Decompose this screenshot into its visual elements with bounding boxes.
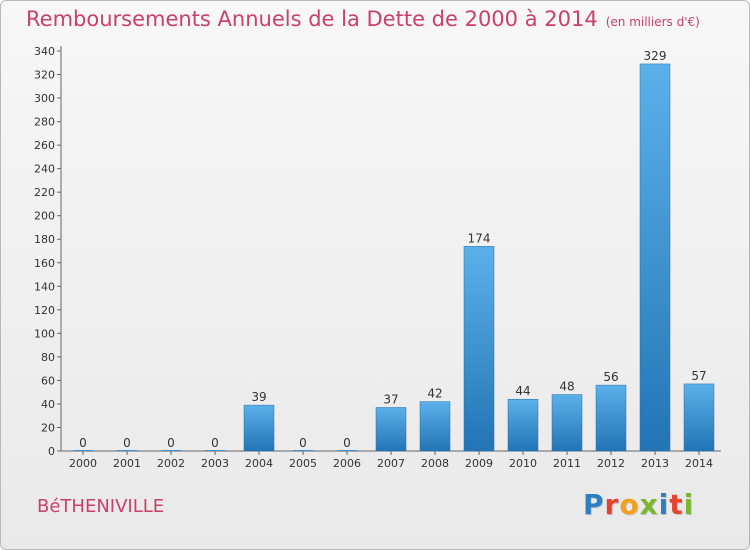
value-label: 48 [559, 380, 574, 394]
logo-letter: i [658, 488, 670, 521]
value-label: 329 [644, 49, 667, 63]
value-label: 0 [79, 436, 87, 450]
x-tick-label: 2008 [421, 457, 449, 470]
bar [507, 398, 539, 452]
logo-letter: x [639, 488, 659, 521]
y-tick-label: 20 [41, 421, 55, 434]
y-tick-label: 140 [34, 280, 55, 293]
x-tick-label: 2001 [113, 457, 141, 470]
value-label: 56 [603, 370, 618, 384]
logo-letter: i [683, 488, 695, 521]
value-label: 174 [468, 231, 491, 245]
title-text: Remboursements Annuels de la Dette de 20… [26, 7, 598, 31]
y-tick-label: 240 [34, 163, 55, 176]
logo-letter: r [604, 488, 620, 521]
y-tick-label: 220 [34, 186, 55, 199]
y-tick-label: 260 [34, 139, 55, 152]
value-label: 0 [123, 436, 131, 450]
y-tick-label: 300 [34, 92, 55, 105]
bars [73, 63, 715, 452]
y-tick-label: 100 [34, 327, 55, 340]
value-label: 0 [211, 436, 219, 450]
x-tick-label: 2003 [201, 457, 229, 470]
chart-title: Remboursements Annuels de la Dette de 20… [26, 7, 700, 31]
value-label: 0 [343, 436, 351, 450]
y-tick-label: 340 [34, 45, 55, 58]
y-tick-label: 0 [48, 445, 55, 458]
bar [595, 384, 627, 452]
x-tick-label: 2006 [333, 457, 361, 470]
x-tick-label: 2010 [509, 457, 537, 470]
y-tick-label: 160 [34, 257, 55, 270]
bar [683, 383, 715, 452]
value-label: 39 [251, 390, 266, 404]
value-label: 0 [299, 436, 307, 450]
x-tick-label: 2005 [289, 457, 317, 470]
bar [419, 401, 451, 452]
x-tick-label: 2012 [597, 457, 625, 470]
bar [551, 394, 583, 452]
value-label: 42 [427, 387, 442, 401]
value-label: 44 [515, 384, 530, 398]
bar [375, 407, 407, 452]
labels: 2000 0 2001 0 2002 0 2003 0 2004 39 2005 0 2006 0 2007… [69, 49, 713, 470]
logo-letter: o [619, 488, 640, 521]
y-tick-label: 200 [34, 210, 55, 223]
x-tick-label: 2009 [465, 457, 493, 470]
y-tick-label: 180 [34, 233, 55, 246]
bar [463, 246, 495, 452]
proxiti-logo[interactable]: Proxiti [583, 488, 694, 521]
value-label: 57 [691, 369, 706, 383]
y-tick-label: 80 [41, 351, 55, 364]
y-tick-label: 120 [34, 304, 55, 317]
x-tick-label: 2000 [69, 457, 97, 470]
unit-note: (en milliers d'€) [605, 15, 700, 29]
y-tick-label: 320 [34, 69, 55, 82]
x-tick-label: 2002 [157, 457, 185, 470]
x-tick-label: 2007 [377, 457, 405, 470]
commune-name: BéTHENIVILLE [37, 496, 165, 517]
y-tick-label: 40 [41, 398, 55, 411]
bar [639, 63, 671, 452]
y-tick-label: 280 [34, 116, 55, 129]
x-tick-label: 2004 [245, 457, 273, 470]
x-tick-label: 2011 [553, 457, 581, 470]
value-label: 0 [167, 436, 175, 450]
logo-letter: t [669, 488, 684, 521]
bar [243, 404, 275, 452]
y-tick-label: 60 [41, 374, 55, 387]
x-tick-label: 2013 [641, 457, 669, 470]
value-label: 37 [383, 392, 398, 406]
axes: 0 20 40 60 80 100 120 140 160 180 200 220 240 260 280 3… [34, 45, 721, 458]
logo-letter: P [583, 488, 605, 521]
x-tick-label: 2014 [685, 457, 713, 470]
